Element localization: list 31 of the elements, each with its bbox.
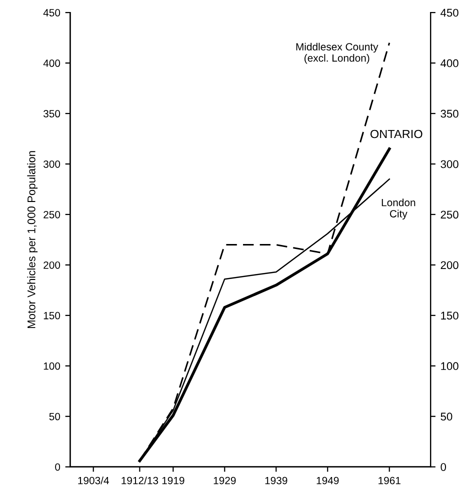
x-tick-label: 1929 — [214, 476, 236, 484]
x-tick-label: 1949 — [316, 476, 339, 484]
y-tick-label: 150 — [44, 312, 60, 320]
x-tick-label: 1903/4 — [78, 476, 109, 484]
y-tick-label: 100 — [44, 362, 60, 370]
y2-tick-label: 100 — [441, 362, 458, 370]
y2-tick-label: 350 — [440, 110, 458, 118]
x-tick-label: 1919 — [162, 476, 184, 484]
y-axis-title: Motor Vehicles per 1,000 Population — [27, 151, 38, 328]
y2-tick-label: 0 — [440, 463, 446, 471]
y2-tick-label: 50 — [440, 412, 452, 421]
y2-tick-label: 150 — [441, 312, 458, 320]
series-label: Middlesex County (excl. London) — [296, 42, 378, 64]
x-tick-label: 1939 — [265, 476, 288, 484]
y-tick-label: 0 — [55, 463, 60, 471]
y-tick-label: 450 — [43, 9, 60, 16]
y2-tick-label: 450 — [440, 8, 458, 17]
y2-tick-label: 200 — [440, 261, 458, 270]
y2-tick-label: 400 — [440, 59, 458, 68]
y-tick-label: 400 — [43, 60, 60, 67]
y-tick-label: 300 — [43, 160, 60, 168]
x-tick-label: 1961 — [378, 476, 400, 484]
x-tick-label: 1912/13 — [122, 476, 158, 484]
y-tick-label: 50 — [49, 412, 60, 420]
y-tick-label: 250 — [44, 210, 60, 218]
series-label: London City — [382, 198, 416, 220]
y-tick-label: 350 — [43, 110, 60, 118]
y2-tick-label: 300 — [440, 160, 458, 168]
series-label: ONTARIO — [370, 130, 422, 138]
y2-tick-label: 250 — [440, 210, 458, 219]
y-tick-label: 200 — [44, 261, 60, 269]
